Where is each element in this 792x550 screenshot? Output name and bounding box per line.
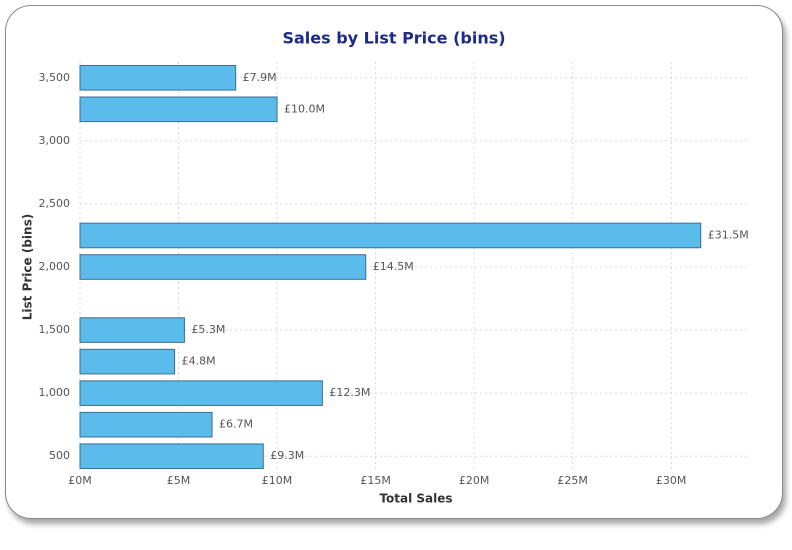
y-tick-label: 1,000 bbox=[39, 386, 71, 399]
bar bbox=[79, 96, 278, 123]
y-tick-label: 2,000 bbox=[39, 260, 71, 273]
bar bbox=[79, 317, 185, 343]
bar bbox=[79, 348, 176, 375]
data-label: £10.0M bbox=[284, 102, 325, 115]
y-tick-label: 2,500 bbox=[39, 197, 71, 210]
x-tick-label: £10M bbox=[262, 474, 293, 487]
x-tick-label: £5M bbox=[167, 474, 191, 487]
chart-title: Sales by List Price (bins) bbox=[282, 29, 505, 48]
y-tick-label: 3,000 bbox=[39, 134, 71, 147]
data-label: £9.3M bbox=[270, 449, 304, 462]
x-tick-label: £25M bbox=[557, 474, 588, 487]
bar bbox=[79, 380, 323, 406]
bar bbox=[79, 222, 702, 249]
bar bbox=[79, 64, 237, 91]
data-label: £31.5M bbox=[708, 228, 749, 241]
x-axis-title: Total Sales bbox=[379, 492, 452, 506]
data-label: £12.3M bbox=[329, 386, 370, 399]
x-tick-label: £20M bbox=[459, 474, 490, 487]
bar bbox=[79, 443, 264, 470]
y-tick-label: 500 bbox=[49, 449, 70, 462]
data-label: £14.5M bbox=[373, 260, 414, 273]
bar bbox=[79, 254, 367, 280]
y-tick-label: 3,500 bbox=[39, 71, 71, 84]
x-tick-label: £0M bbox=[68, 474, 92, 487]
data-label: £4.8M bbox=[182, 355, 216, 368]
x-tick-label: £15M bbox=[360, 474, 391, 487]
data-label: £5.3M bbox=[191, 323, 225, 336]
y-axis-title: List Price (bins) bbox=[21, 214, 35, 320]
data-label: £7.9M bbox=[243, 71, 277, 84]
x-tick-label: £30M bbox=[656, 474, 687, 487]
bar bbox=[79, 411, 213, 438]
data-label: £6.7M bbox=[219, 418, 253, 431]
y-tick-label: 1,500 bbox=[39, 323, 71, 336]
